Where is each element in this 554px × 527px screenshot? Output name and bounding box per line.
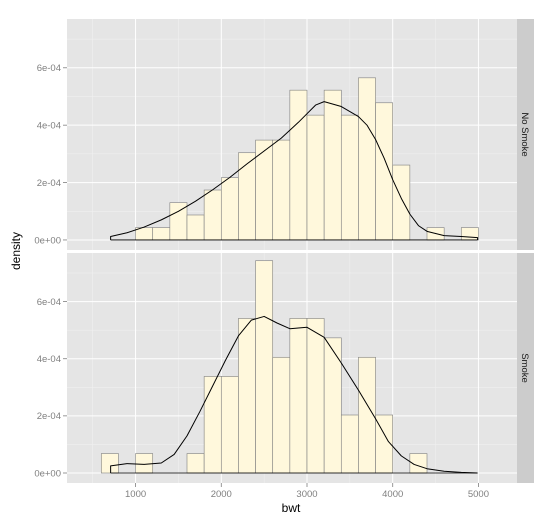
- histogram-bar: [272, 139, 291, 241]
- histogram-bar: [289, 318, 308, 474]
- histogram-bar: [323, 89, 342, 241]
- density-curve: [110, 315, 478, 474]
- histogram-bar: [135, 453, 154, 474]
- histogram-bar: [340, 414, 359, 474]
- facet-panel: 0e+00 2e-04 4e-04 6e-04 No Smoke: [34, 19, 534, 250]
- y-axis-title: density: [9, 232, 23, 270]
- histogram-bar: [306, 114, 325, 241]
- x-tick-label: 2000: [211, 489, 232, 500]
- x-tick-label: 1000: [125, 489, 146, 500]
- histogram-bar: [340, 114, 359, 241]
- density-curve: [110, 101, 479, 240]
- histogram-bar: [238, 152, 256, 241]
- histogram-bar: [203, 376, 222, 474]
- histogram-bar: [272, 356, 291, 474]
- panels-layer: 0e+00 2e-04 4e-04 6e-04 No Smoke 0e+00 2e-04 4e…: [34, 19, 534, 483]
- histogram-bar: [186, 214, 205, 241]
- y-tick-label: 2e-04: [37, 178, 61, 189]
- histogram-bar: [392, 164, 411, 241]
- histogram-bar: [220, 376, 239, 474]
- x-tick-label: 5000: [468, 489, 489, 500]
- x-tick-label: 4000: [382, 489, 403, 500]
- y-tick-label: 2e-04: [37, 411, 61, 422]
- facet-strip-label: No Smoke: [519, 112, 530, 156]
- x-axis-title: bwt: [282, 501, 301, 515]
- y-tick-label: 0e+00: [34, 468, 61, 479]
- histogram-bar: [238, 318, 256, 474]
- histogram-bar: [306, 318, 325, 474]
- x-axis: 1000 2000 3000 4000 5000: [125, 483, 489, 500]
- histogram-bar: [323, 337, 342, 474]
- y-tick-label: 0e+00: [34, 235, 61, 246]
- histogram-bar: [255, 260, 274, 474]
- facet-strip: [517, 253, 534, 483]
- y-tick-label: 4e-04: [37, 354, 61, 365]
- y-tick-label: 6e-04: [37, 63, 61, 74]
- histogram-bar: [100, 453, 119, 474]
- histogram-bar: [289, 89, 308, 241]
- histogram-bar: [358, 77, 376, 241]
- facet-strip: [517, 19, 534, 250]
- histogram-bar: [220, 177, 239, 241]
- histogram-bar: [186, 453, 205, 474]
- histogram-bar: [152, 227, 171, 241]
- histogram-bar: [460, 227, 479, 241]
- histogram-bar: [203, 189, 222, 241]
- facet-strip-label: Smoke: [519, 353, 530, 383]
- histogram-bar: [375, 102, 394, 241]
- facet-panel: 0e+00 2e-04 4e-04 6e-04 Smoke: [34, 253, 534, 483]
- x-tick-label: 3000: [296, 489, 317, 500]
- y-tick-label: 6e-04: [37, 297, 61, 308]
- y-tick-label: 4e-04: [37, 120, 61, 131]
